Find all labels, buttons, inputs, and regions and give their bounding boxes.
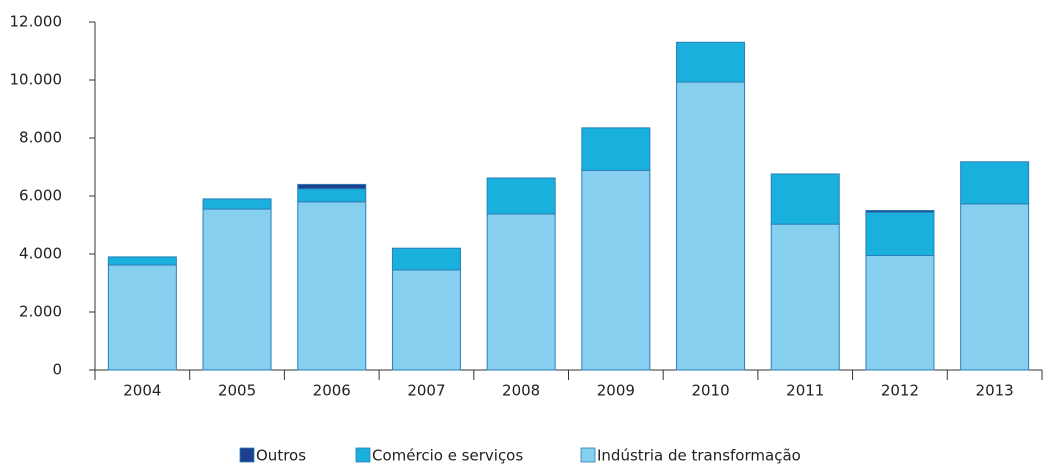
y-tick-label: 6.000 [19,187,62,205]
x-tick-label: 2011 [786,382,824,400]
bar-segment [486,213,556,371]
bar-segment [107,264,177,371]
bar-segment [202,198,272,210]
y-tick-label: 12.000 [10,13,63,31]
bar-segment [297,188,367,203]
bar-segment [960,203,1030,371]
x-tick-label: 2007 [407,382,445,400]
legend-label: Outros [256,447,306,465]
bar-segment [581,169,651,371]
bar-segment [581,127,651,171]
x-tick-label: 2009 [597,382,635,400]
bar-segment [865,254,935,371]
bar-segment [202,208,272,371]
bar-segment [107,256,177,266]
x-tick-label: 2013 [976,382,1014,400]
x-tick-label: 2006 [313,382,351,400]
bar-segment [486,177,556,215]
y-tick-label: 8.000 [19,129,62,147]
legend-label: Comércio e serviços [372,447,523,465]
bar-segment [297,201,367,371]
bar-segment [676,41,746,83]
bar-segment [865,211,935,256]
bar-segment [391,247,461,271]
x-tick-label: 2005 [218,382,256,400]
legend-swatch [239,447,255,463]
x-tick-label: 2010 [691,382,729,400]
bar-segment [770,223,840,371]
bar-segment [297,183,367,190]
bar-segment [960,161,1030,205]
bar-segment [770,173,840,225]
y-tick-label: 4.000 [19,245,62,263]
y-tick-label: 0 [52,361,62,379]
x-tick-label: 2004 [123,382,161,400]
y-tick-label: 2.000 [19,303,62,321]
bar-segment [865,210,935,213]
legend-swatch [580,447,596,463]
legend-label: Indústria de transformação [597,447,801,465]
x-tick-label: 2012 [881,382,919,400]
legend-swatch [355,447,371,463]
bar-segment [676,81,746,371]
x-tick-label: 2008 [502,382,540,400]
y-tick-label: 10.000 [10,71,63,89]
bar-segment [391,269,461,371]
